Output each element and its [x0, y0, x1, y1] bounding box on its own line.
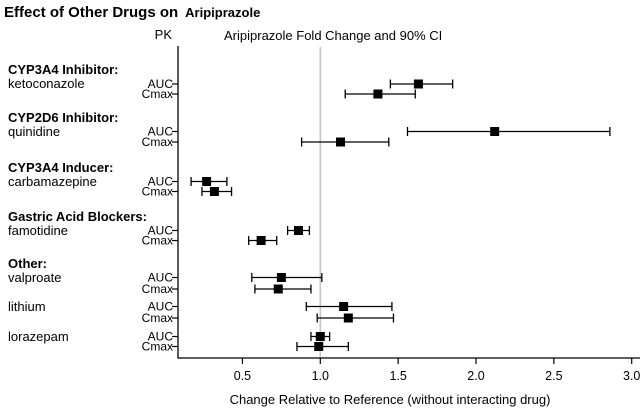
pk-row-label: Cmax [142, 340, 173, 354]
chart-subtitle: Aripiprazole Fold Change and 90% CI [224, 28, 443, 43]
page-title-drug: Aripiprazole [185, 5, 261, 20]
point-estimate-marker [209, 187, 219, 196]
drug-label-lorazepam: lorazepam [8, 328, 69, 344]
pk-row-label: AUC [148, 77, 174, 91]
point-estimate-marker [343, 313, 353, 323]
pk-column-header: PK [154, 27, 172, 42]
x-tick-label: 0.5 [234, 369, 251, 383]
pk-row-label: AUC [148, 300, 174, 314]
drug-label-ketoconazole: ketoconazole [8, 76, 85, 91]
pk-row-label: AUC [148, 224, 174, 238]
page-title-main: Effect of Other Drugs on [4, 4, 179, 21]
drug-label-valproate: valproate [8, 269, 62, 285]
x-axis-title: Change Relative to Reference (without in… [229, 392, 551, 407]
drug-label-lithium: lithium [8, 298, 46, 314]
x-tick-label: 1.0 [312, 369, 329, 383]
drug-label-famotidine: famotidine [8, 222, 68, 238]
x-tick-label: 2.5 [545, 369, 562, 383]
x-tick-label: 2.0 [467, 369, 484, 383]
group-header-cyp3a4-inhibitor: CYP3A4 Inhibitor: [8, 62, 119, 77]
pk-row-label: Cmax [142, 135, 173, 149]
group-header-cyp3a4-inducer: CYP3A4 Inducer: [8, 159, 114, 175]
point-estimate-marker [339, 302, 349, 311]
pk-row-label: Cmax [142, 234, 173, 248]
pk-row-label: Cmax [142, 282, 173, 296]
pk-row-label: AUC [148, 175, 174, 189]
pk-row-label: Cmax [142, 311, 173, 325]
point-estimate-marker [336, 137, 346, 147]
point-estimate-marker [490, 127, 500, 136]
group-header-gastric-acid-blockers: Gastric Acid Blockers: [8, 208, 147, 224]
point-estimate-marker [273, 284, 283, 294]
point-estimate-marker [294, 226, 304, 235]
pk-row-label: AUC [148, 330, 174, 344]
point-estimate-marker [276, 273, 286, 282]
pk-row-label: AUC [148, 125, 174, 139]
pk-row-label: Cmax [142, 87, 173, 101]
point-estimate-marker [373, 89, 383, 99]
drug-label-carbamazepine: carbamazepine [8, 173, 97, 189]
drug-label-quinidine: quinidine [8, 123, 61, 139]
point-estimate-marker [256, 236, 266, 245]
pk-row-label: AUC [148, 271, 174, 285]
x-tick-label: 3.0 [623, 369, 640, 383]
group-header-cyp2d6-inhibitor: CYP2D6 Inhibitor: [8, 109, 119, 125]
point-estimate-marker [314, 342, 324, 351]
pk-row-label: Cmax [142, 185, 173, 199]
page-title: Effect of Other Drugs on Aripiprazole [4, 4, 260, 22]
point-estimate-marker [315, 332, 325, 341]
point-estimate-marker [202, 177, 212, 186]
group-header-other: Other: [8, 255, 47, 271]
x-tick-label: 1.5 [389, 369, 406, 383]
point-estimate-marker [413, 79, 423, 89]
